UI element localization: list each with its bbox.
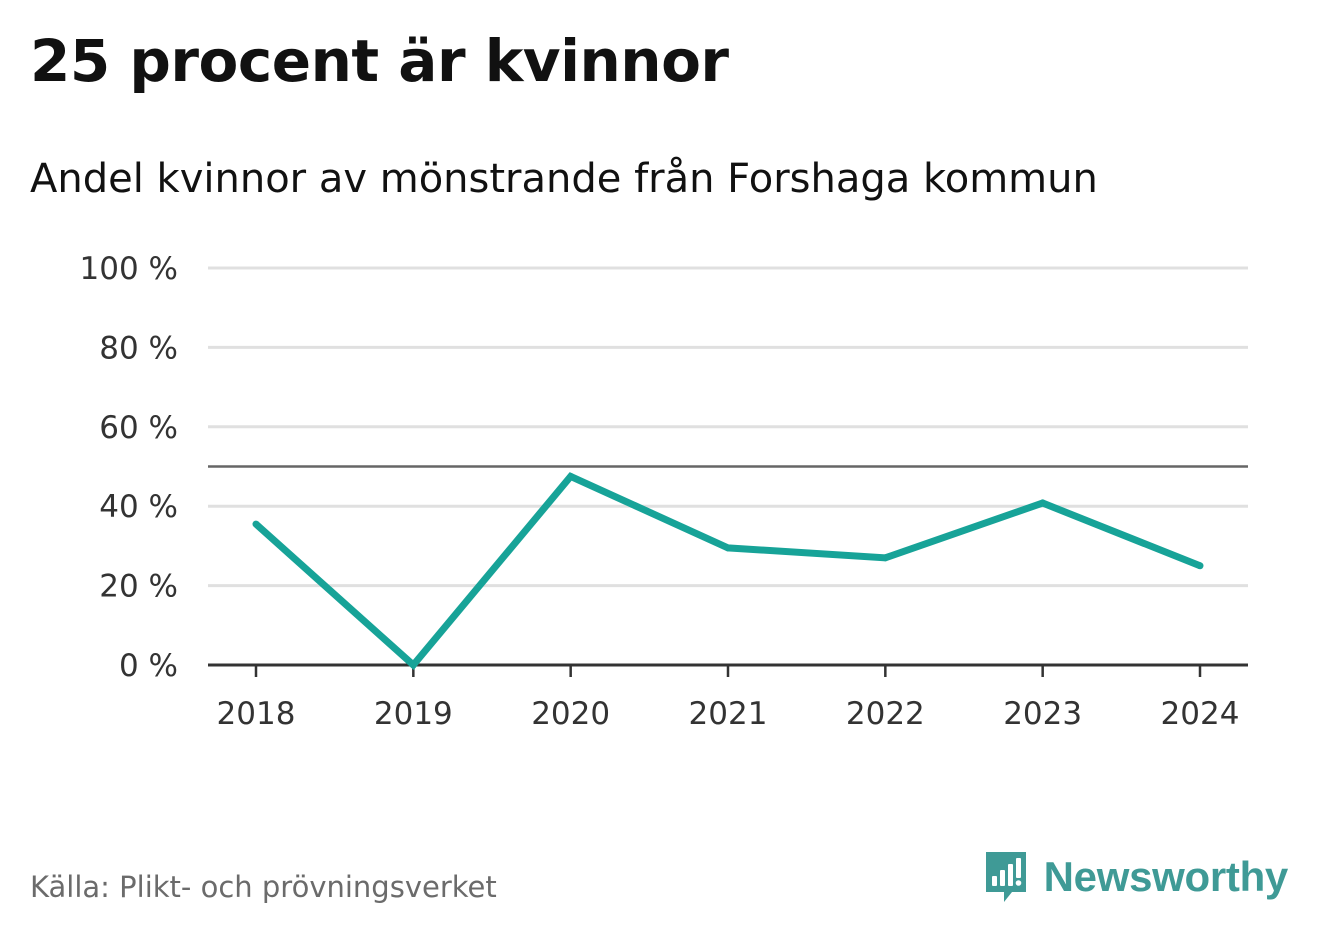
data-point-2018 (252, 520, 260, 528)
y-tick-label: 0 % (119, 648, 178, 684)
x-tick-label: 2020 (531, 696, 610, 732)
data-point-2022 (881, 554, 889, 562)
data-point-2021 (724, 544, 732, 552)
x-tick-label: 2021 (689, 696, 768, 732)
x-tick-label: 2018 (217, 696, 296, 732)
data-point-2019 (409, 661, 417, 669)
brand-logo: Newsworthy (982, 848, 1288, 906)
newsworthy-logo-icon (985, 852, 1026, 902)
data-point-2020 (567, 472, 575, 480)
y-tick-label: 80 % (99, 330, 178, 366)
chart-title: 25 procent är kvinnor (30, 27, 729, 95)
y-tick-label: 100 % (80, 251, 178, 287)
x-tick-label: 2023 (1003, 696, 1082, 732)
x-tick-label: 2022 (846, 696, 925, 732)
y-tick-label: 20 % (99, 569, 178, 605)
data-point-2023 (1039, 499, 1047, 507)
data-point-2024 (1196, 562, 1204, 570)
x-axis-tick-labels: 2018 2019 2020 2021 2022 2023 2024 (217, 665, 1240, 732)
source-note: Källa: Plikt- och prövningsverket (30, 870, 497, 904)
x-tick-label: 2019 (374, 696, 453, 732)
chart-subtitle: Andel kvinnor av mönstrande från Forshag… (30, 156, 1098, 202)
series-group (252, 472, 1204, 671)
y-axis-tick-labels: 0 % 20 % 40 % 60 % 80 % 100 % (80, 251, 178, 684)
y-tick-label: 40 % (99, 489, 178, 525)
gridlines (208, 266, 1248, 588)
x-tick-label: 2024 (1161, 696, 1240, 732)
y-tick-label: 60 % (99, 410, 178, 446)
brand-name: Newsworthy (1043, 853, 1289, 900)
